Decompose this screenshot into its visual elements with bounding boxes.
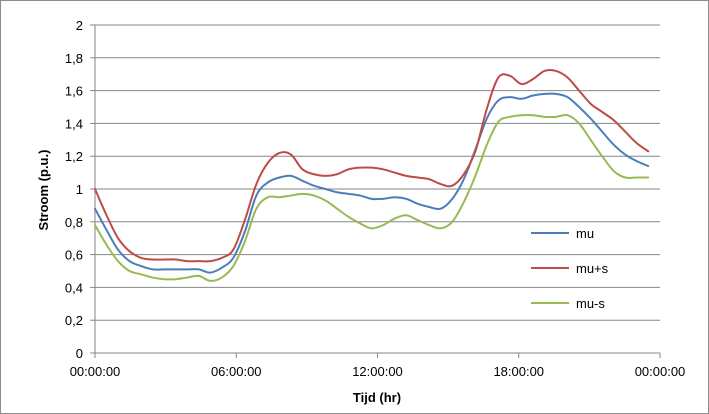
y-tick-label: 2 — [76, 18, 83, 33]
gridlines — [95, 24, 660, 321]
y-tick-label: 1,4 — [65, 116, 83, 131]
series-line-mu — [94, 92, 650, 274]
series-lines — [94, 68, 650, 282]
x-tick-label: 18:00:00 — [493, 364, 544, 379]
x-tick-label: 00:00:00 — [70, 364, 121, 379]
x-tick-label: 12:00:00 — [352, 364, 403, 379]
y-tick-label: 0 — [76, 346, 83, 361]
series-line-mu-s — [94, 68, 650, 263]
y-tick-label: 0,8 — [65, 215, 83, 230]
axes: 0 0,2 0,4 0,6 0,8 1 1,2 1,4 1,6 1,8 2 00:00:00 06:00… — [65, 18, 685, 379]
legend: mu mu+s mu-s — [531, 226, 609, 311]
y-tick-label: 1,8 — [65, 51, 83, 66]
x-tick-label: 06:00:00 — [211, 364, 262, 379]
y-tick-label: 1 — [76, 182, 83, 197]
y-axis-title: Stroom (p.u.) — [36, 150, 51, 231]
y-tick-label: 1,2 — [65, 149, 83, 164]
y-tick-label: 0,6 — [65, 248, 83, 263]
y-tick-label: 1,6 — [65, 84, 83, 99]
legend-label: mu+s — [576, 261, 609, 276]
x-tick-label: 00:00:00 — [635, 364, 686, 379]
y-tick-label: 0,2 — [65, 313, 83, 328]
series-line-mu-s — [94, 113, 650, 282]
x-axis-title: Tijd (hr) — [353, 390, 401, 405]
legend-label: mu — [576, 226, 594, 241]
legend-label: mu-s — [576, 296, 605, 311]
y-tick-label: 0,4 — [65, 280, 83, 295]
